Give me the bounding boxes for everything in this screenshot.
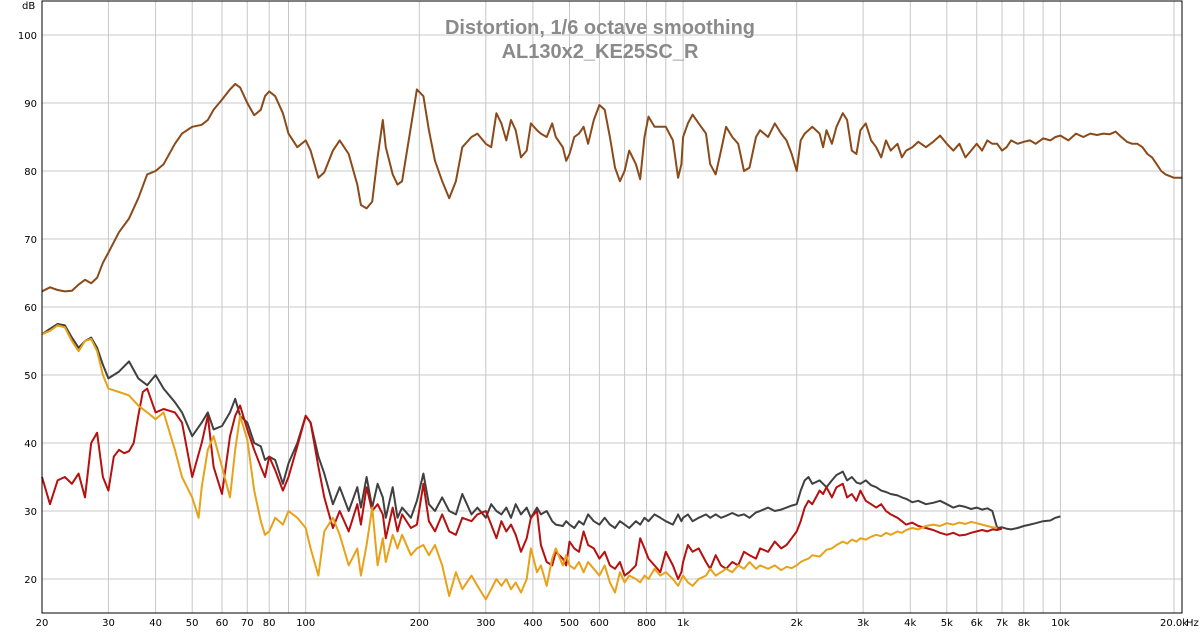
x-tick-label: 40 xyxy=(149,618,162,629)
x-tick-label: 8k xyxy=(1018,618,1030,629)
x-tick-label: 200 xyxy=(410,618,429,629)
y-tick-labels: 20 30 40 50 60 70 80 90 100 xyxy=(18,31,37,586)
y-tick-label: 90 xyxy=(24,99,37,110)
chart-title: Distortion, 1/6 octave smoothing xyxy=(445,17,755,39)
y-tick-label: 70 xyxy=(24,235,37,246)
x-tick-label: 60 xyxy=(216,618,229,629)
x-tick-label: 4k xyxy=(904,618,916,629)
x-unit-label: Hz xyxy=(1186,618,1199,629)
x-tick-label: 400 xyxy=(523,618,542,629)
x-tick-label: 30 xyxy=(102,618,115,629)
x-tick-label: 6k xyxy=(971,618,983,629)
y-unit-label: dB xyxy=(22,1,35,12)
x-tick-label: 2k xyxy=(791,618,803,629)
x-tick-label: 1k xyxy=(677,618,689,629)
x-tick-label: 7k xyxy=(996,618,1008,629)
y-tick-label: 20 xyxy=(24,575,37,586)
series-line-1 xyxy=(41,83,1182,293)
y-tick-label: 40 xyxy=(24,439,37,450)
y-tick-label: 60 xyxy=(24,303,37,314)
x-tick-label: 50 xyxy=(186,618,199,629)
series-lines xyxy=(41,83,1182,601)
x-tick-labels: 20 30 40 50 60 70 80 100 200 300 400 500 600 800 1k 2k 3… xyxy=(36,618,1189,629)
x-tick-label: 20.0k xyxy=(1160,618,1188,629)
y-tick-label: 30 xyxy=(24,507,37,518)
x-tick-label: 70 xyxy=(241,618,254,629)
grid-lines xyxy=(41,1,1182,613)
series-line-4 xyxy=(41,324,998,601)
y-tick-label: 100 xyxy=(18,31,37,42)
series-line-2 xyxy=(41,323,1061,531)
x-tick-label: 300 xyxy=(476,618,495,629)
x-tick-label: 80 xyxy=(263,618,276,629)
y-tick-label: 80 xyxy=(24,167,37,178)
x-tick-label: 500 xyxy=(560,618,579,629)
plot-frame xyxy=(41,0,1183,614)
x-tick-label: 20 xyxy=(36,618,49,629)
x-tick-label: 100 xyxy=(296,618,315,629)
chart-subtitle: AL130x2_KE25SC_R xyxy=(502,41,699,63)
x-tick-label: 5k xyxy=(941,618,953,629)
x-tick-label: 10k xyxy=(1051,618,1070,629)
x-tick-label: 600 xyxy=(590,618,609,629)
x-tick-label: 3k xyxy=(857,618,869,629)
x-tick-label: 800 xyxy=(637,618,656,629)
y-tick-label: 50 xyxy=(24,371,37,382)
